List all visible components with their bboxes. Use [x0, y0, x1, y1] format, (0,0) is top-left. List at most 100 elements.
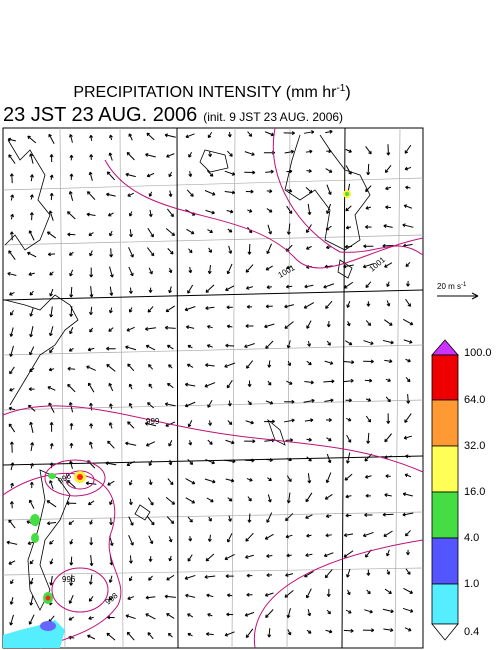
wind-vector — [49, 422, 54, 432]
wind-vector — [205, 363, 215, 368]
wind-vector — [147, 227, 154, 238]
wind-vector — [147, 306, 154, 313]
wind-vector — [184, 382, 196, 387]
wind-vector — [326, 184, 332, 195]
wind-vector — [284, 399, 295, 404]
wind-vector — [67, 232, 76, 237]
wind-vector — [128, 266, 134, 277]
wind-vector — [247, 380, 252, 387]
wind-vector — [307, 473, 312, 484]
wind-vector — [304, 130, 315, 135]
wind-vector — [49, 271, 54, 276]
wind-vector — [306, 437, 312, 442]
wind-vector — [386, 281, 390, 287]
wind-vector — [304, 380, 314, 385]
wind-vector — [343, 264, 354, 269]
wind-vector — [284, 304, 294, 309]
wind-vector — [404, 413, 412, 423]
grid-line — [2, 344, 424, 356]
wind-vector — [69, 173, 74, 180]
wind-vector — [46, 500, 57, 508]
wind-vector — [406, 394, 411, 404]
wind-vector — [244, 458, 255, 463]
wind-vector — [246, 360, 254, 369]
wind-vector — [384, 359, 393, 364]
wind-vector — [264, 131, 275, 137]
wind-vector — [267, 477, 272, 482]
title: PRECIPITATION INTENSITY (mm hr-1) — [73, 83, 350, 101]
wind-vector — [107, 212, 114, 217]
wind-vector — [9, 501, 14, 509]
wind-vector — [87, 500, 95, 506]
wind-vector — [109, 499, 113, 506]
wind-vector — [402, 318, 414, 326]
wind-vector — [128, 498, 133, 506]
wind-vector — [284, 590, 294, 598]
wind-vector — [89, 423, 94, 429]
wind-vector — [188, 536, 193, 542]
wind-vector — [168, 190, 173, 197]
wind-vector — [386, 569, 391, 575]
wind-vector — [405, 261, 411, 267]
time-line: 23 JST 23 AUG. 2006 (init. 9 JST 23 AUG. … — [3, 104, 343, 126]
wind-vector — [88, 232, 94, 236]
wind-vector — [108, 307, 113, 314]
wind-vector — [187, 632, 193, 637]
wind-vector — [326, 340, 331, 346]
wind-vector — [88, 441, 93, 449]
wind-vector — [148, 479, 153, 486]
wind-vector — [324, 569, 333, 579]
wind-vector — [245, 628, 254, 639]
wind-vector — [168, 536, 173, 543]
precip-area — [345, 192, 349, 196]
wind-vector — [205, 306, 215, 311]
wind-vector — [89, 154, 94, 160]
wind-vector — [28, 387, 35, 392]
wind-vector — [68, 520, 75, 525]
grid-line — [2, 567, 424, 576]
wind-vector — [207, 439, 213, 445]
wind-vector — [49, 288, 54, 297]
wind-vector — [68, 251, 74, 256]
wind-vector — [346, 300, 351, 308]
wind-vector — [247, 400, 252, 406]
wind-vector — [9, 366, 15, 375]
wind-scale: 20 m s-1 — [437, 282, 479, 300]
wind-vector — [206, 170, 214, 177]
wind-vector — [29, 194, 34, 200]
wind-vector — [68, 402, 74, 413]
wind-vector — [267, 224, 273, 235]
wind-vector — [286, 457, 292, 462]
wind-vector — [47, 386, 56, 391]
wind-vector — [226, 612, 234, 617]
wind-vector — [346, 568, 351, 578]
wind-vector — [305, 588, 312, 599]
wind-vector — [227, 420, 233, 425]
wind-vector — [403, 587, 414, 594]
wind-vector — [10, 194, 15, 201]
wind-vector — [185, 497, 196, 504]
precip-area — [30, 514, 40, 526]
wind-vector — [264, 419, 275, 424]
wind-vector — [106, 632, 116, 641]
wind-scale-label: 20 m s-1 — [437, 282, 467, 291]
colorbar-label: 4.0 — [464, 532, 479, 544]
wind-vector — [185, 478, 196, 485]
wind-vector — [385, 205, 392, 210]
wind-vector — [362, 628, 375, 633]
wind-vector — [306, 168, 312, 173]
wind-vector — [264, 323, 275, 329]
wind-vector — [69, 306, 74, 317]
wind-vector — [125, 441, 137, 446]
wind-vector — [187, 284, 194, 294]
wind-vector — [325, 533, 332, 538]
wind-vector — [187, 344, 193, 349]
wind-vector — [405, 377, 411, 383]
wind-vector — [49, 480, 54, 489]
wind-vector — [266, 189, 273, 194]
wind-vector — [128, 516, 134, 526]
wind-vector — [185, 325, 195, 330]
wind-vector — [10, 213, 15, 220]
wind-vector — [364, 513, 373, 517]
wind-vector — [404, 530, 411, 537]
